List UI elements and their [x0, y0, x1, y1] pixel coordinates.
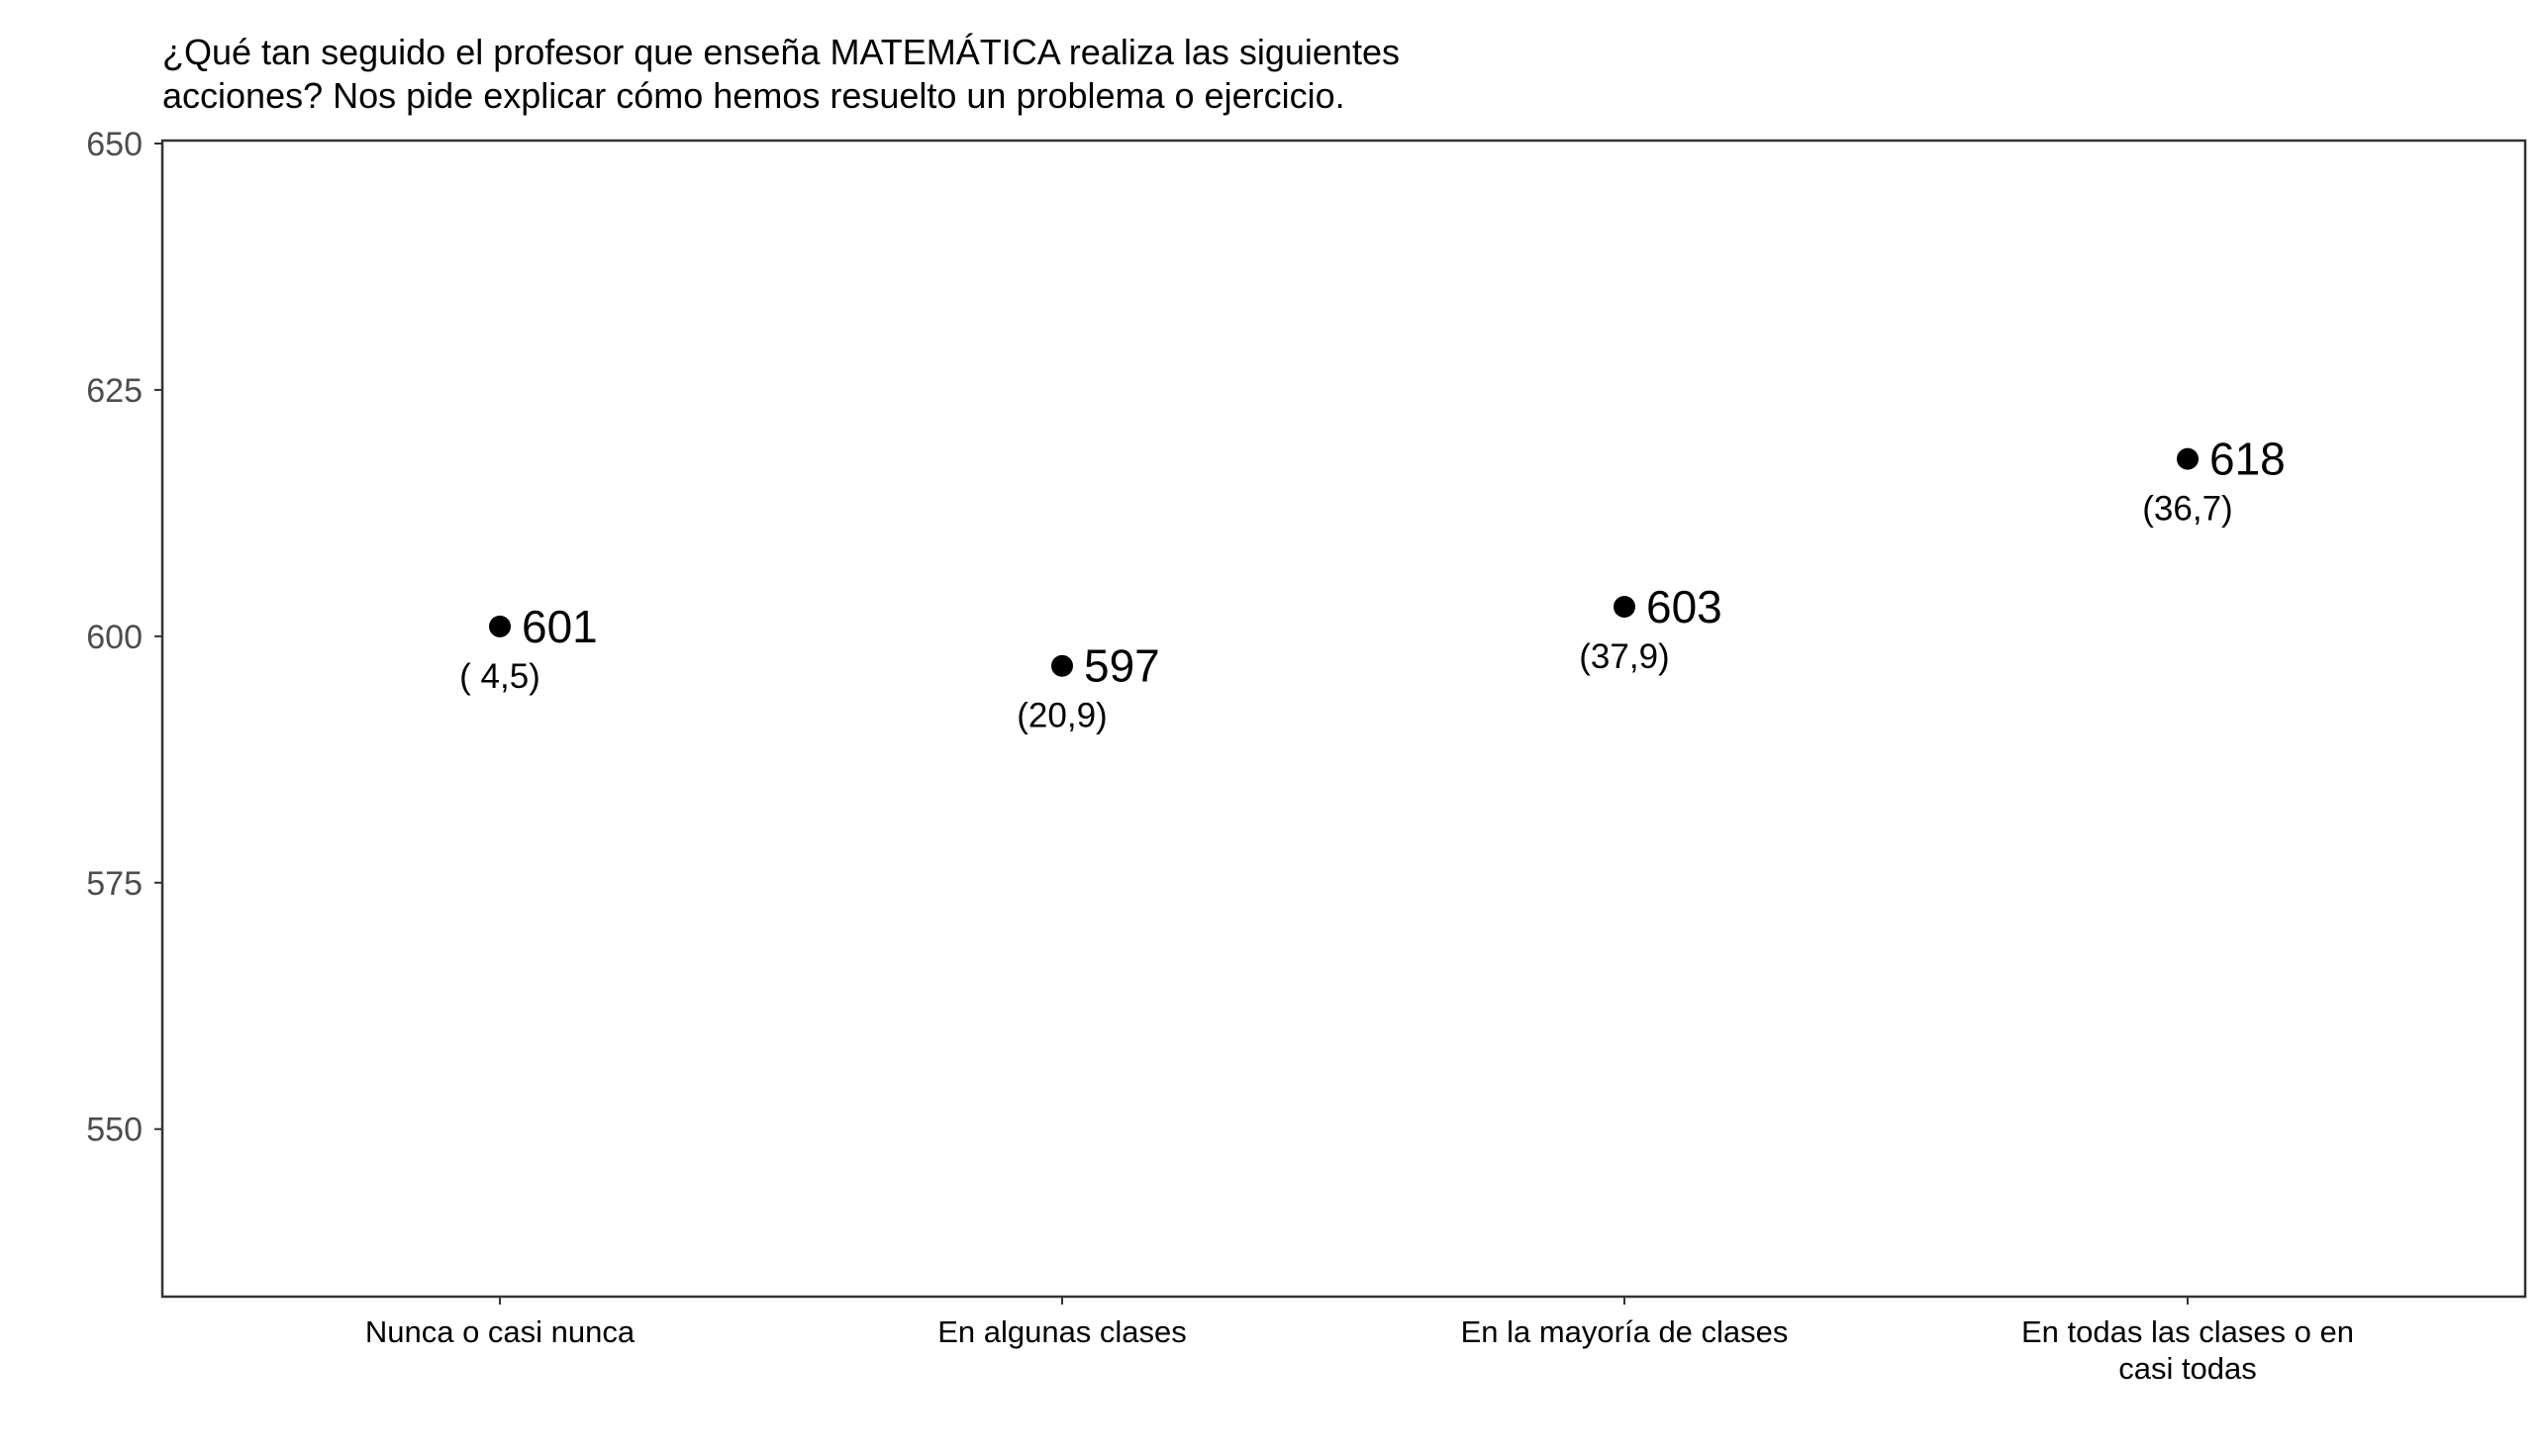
y-tick-label: 625 — [86, 372, 143, 410]
chart-title-line: acciones? Nos pide explicar cómo hemos r… — [162, 75, 1345, 116]
data-value-label: 618 — [2209, 434, 2286, 485]
chart-title-line: ¿Qué tan seguido el profesor que enseña … — [162, 32, 1400, 72]
data-value-label: 603 — [1646, 581, 1722, 632]
data-points: 601 ( 4,5) 597 (20,9) 603 (37,9) 618 (36,7) — [459, 434, 2286, 735]
plot-panel-frame — [160, 139, 2527, 1299]
x-tick-label: En todas las clases o en — [2021, 1314, 2354, 1349]
data-point — [1614, 595, 1635, 618]
y-tick-label: 550 — [86, 1112, 143, 1149]
data-percent-label: (36,7) — [2142, 490, 2232, 529]
data-percent-label: (20,9) — [1017, 697, 1107, 735]
data-point — [1051, 654, 1073, 677]
x-tick-label: casi todas — [2118, 1351, 2257, 1386]
y-tick-label: 575 — [86, 865, 143, 903]
data-percent-label: ( 4,5) — [459, 657, 540, 696]
data-value-label: 601 — [522, 601, 598, 652]
data-point — [2177, 447, 2199, 470]
y-tick-label: 650 — [86, 126, 143, 163]
data-point — [489, 615, 511, 637]
data-value-label: 597 — [1084, 640, 1160, 692]
data-percent-label: (37,9) — [1579, 637, 1669, 676]
x-tick-label: Nunca o casi nunca — [365, 1314, 636, 1349]
chart-title: ¿Qué tan seguido el profesor que enseña … — [162, 32, 1400, 116]
y-tick-label: 600 — [86, 619, 143, 656]
x-tick-label: En la mayoría de clases — [1461, 1314, 1789, 1349]
y-axis-ticks: 650 625 600 575 550 — [86, 126, 162, 1149]
x-axis-ticks: Nunca o casi nunca En algunas clases En la… — [365, 1297, 2354, 1386]
x-tick-label: En algunas clases — [937, 1314, 1187, 1349]
